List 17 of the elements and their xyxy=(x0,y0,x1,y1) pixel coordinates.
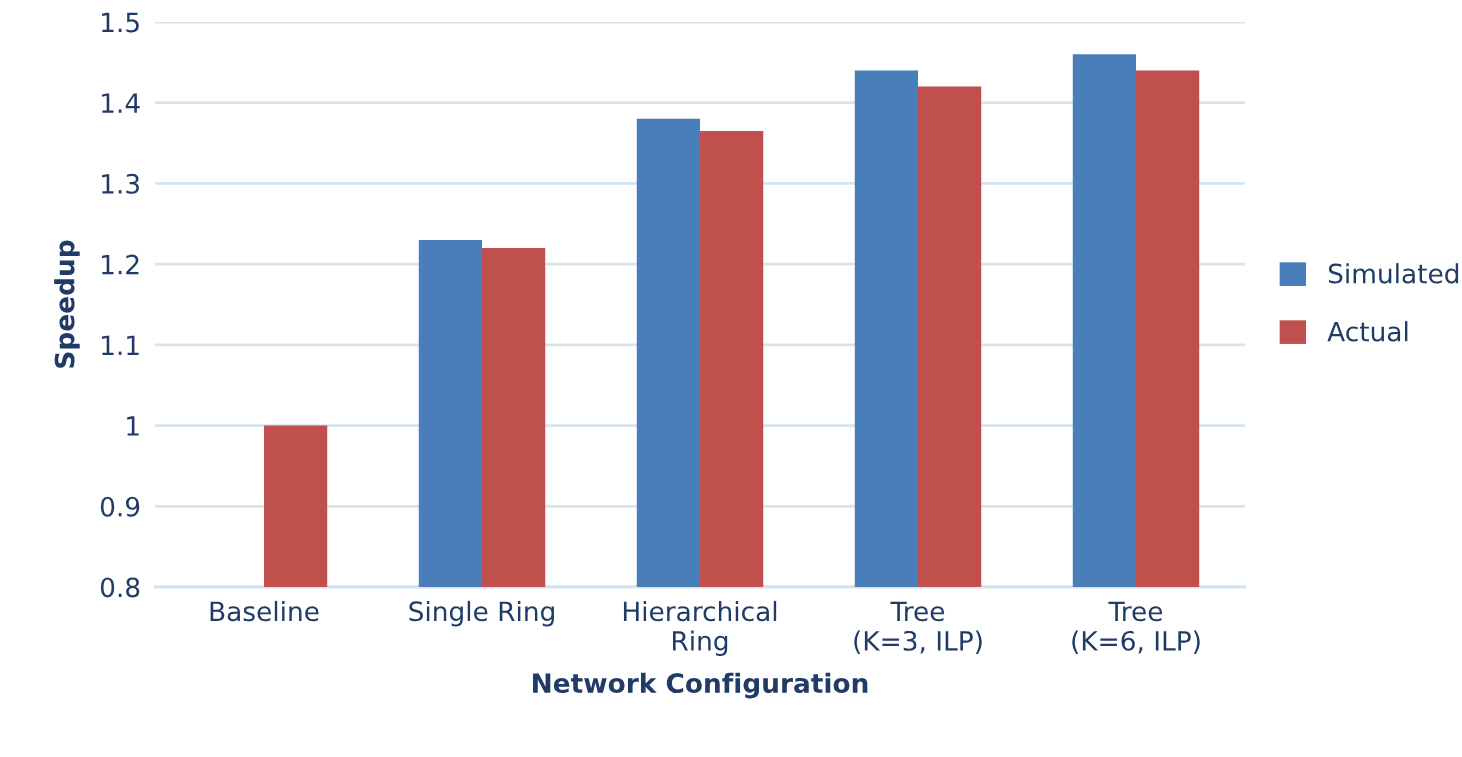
x-tick-label: Tree (K=6, ILP) xyxy=(1072,601,1200,654)
x-tick-label: Tree (K=3, ILP) xyxy=(854,601,982,654)
x-tick-label: Hierarchical Ring xyxy=(623,600,777,656)
y-axis-title: Speedup xyxy=(54,240,80,368)
legend-label: Simulated xyxy=(1328,263,1459,284)
x-tick-label: Baseline xyxy=(210,600,319,622)
y-tick-label: 0.9 xyxy=(100,496,140,517)
y-tick-label: 0.8 xyxy=(100,577,140,598)
y-tick-label: 1.2 xyxy=(102,254,139,275)
y-tick-label: 1.4 xyxy=(102,93,140,113)
y-tick-label: 1.5 xyxy=(102,12,139,33)
y-tick-label: 1.1 xyxy=(102,335,139,355)
x-axis-title: Network Configuration xyxy=(533,672,868,699)
x-tick-label: Single Ring xyxy=(409,600,554,627)
y-tick-label: 1.3 xyxy=(102,173,139,194)
legend-label: Actual xyxy=(1327,321,1408,342)
y-tick-label: 1 xyxy=(127,416,139,436)
